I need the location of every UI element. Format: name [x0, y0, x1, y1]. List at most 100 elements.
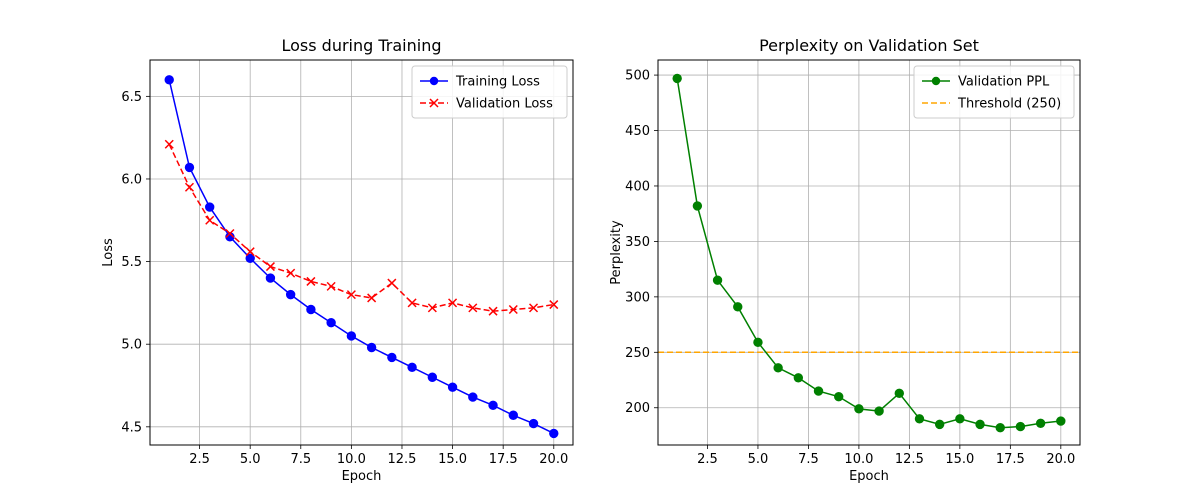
loss-chart-series-0-point — [508, 410, 518, 420]
loss-chart-frame — [149, 59, 574, 446]
loss-chart-legend-marker — [429, 76, 439, 86]
perplexity-chart-series-0-point — [1056, 416, 1066, 426]
loss-chart-legend-box — [411, 65, 568, 119]
perplexity-chart-y-tick-label: 450 — [625, 124, 650, 139]
loss-chart-x-tick-label: 20.0 — [539, 452, 568, 467]
loss-chart-series-1-point — [387, 278, 397, 288]
loss-chart-series-1-point — [346, 290, 356, 300]
loss-chart-series-1-point-stroke — [427, 303, 437, 313]
perplexity-chart-series-0-point — [712, 275, 723, 285]
perplexity-chart-legend-item: Threshold (250) — [922, 97, 1061, 112]
perplexity-chart-grid — [658, 60, 1080, 445]
loss-chart-legend-marker — [429, 98, 439, 108]
perplexity-chart-y-tick-label: 300 — [625, 290, 650, 305]
perplexity-chart-series-0-point — [692, 201, 703, 211]
perplexity-chart-x-tick-label: 7.5 — [798, 452, 819, 467]
perplexity-chart-series-0-point — [975, 419, 985, 430]
perplexity-chart-legend: Validation PPL Threshold (250) — [913, 65, 1075, 119]
loss-chart-series-1-point — [367, 293, 377, 303]
loss-chart-legend-item: Training Loss — [420, 75, 540, 90]
loss-chart-series-1-point — [488, 306, 498, 316]
perplexity-chart-x-tick-label: 20.0 — [1046, 452, 1075, 467]
loss-chart-series-1-point-stroke — [448, 298, 458, 308]
perplexity-chart-series-0-point — [672, 73, 682, 84]
perplexity-chart-legend-marker — [931, 76, 941, 86]
loss-chart-series-1-point-stroke — [407, 298, 417, 308]
loss-chart-y-tick-label: 6.5 — [121, 90, 142, 105]
perplexity-chart-y-tick-label: 350 — [625, 235, 650, 250]
loss-chart-x-tick-label: 12.5 — [388, 452, 417, 467]
loss-chart-series-1-point — [286, 268, 296, 278]
perplexity-chart-x-tick-label: 12.5 — [895, 452, 924, 467]
loss-chart-y-tick-label: 4.5 — [121, 420, 142, 435]
perplexity-chart: 2.5 5.0 7.5 10.0 12.5 15.0 17.5 20.0 200 250 300 3… — [609, 36, 1081, 484]
perplexity-chart-y-tick-label: 250 — [625, 346, 650, 361]
loss-chart-y-axis-label: Loss — [101, 238, 116, 267]
loss-chart-series-0-point — [488, 400, 498, 411]
perplexity-chart-series-0-point — [813, 386, 824, 396]
loss-chart: 2.5 5.0 7.5 10.0 12.5 15.0 17.5 20.0 4.5 5.0 5.5 6… — [101, 36, 574, 484]
loss-chart-series-1-point — [549, 300, 559, 310]
loss-chart-series-0-point — [164, 75, 174, 85]
loss-chart-series-0-point — [407, 362, 417, 373]
loss-chart-series-0-point — [205, 202, 215, 212]
loss-chart-series-1-point-stroke — [205, 215, 215, 225]
perplexity-chart-series-0-point — [793, 373, 804, 383]
loss-chart-y-tick-label: 5.5 — [121, 255, 142, 270]
loss-chart-series-0-point — [549, 428, 559, 439]
loss-chart-series-1-point — [468, 303, 478, 313]
perplexity-chart-x-tick-label: 15.0 — [945, 452, 974, 467]
loss-chart-series-1-point — [164, 139, 174, 149]
perplexity-chart-x-tick-label: 10.0 — [844, 452, 873, 467]
loss-chart-series-1-point-stroke — [326, 281, 336, 291]
perplexity-chart-y-tick-label: 200 — [625, 401, 650, 416]
loss-chart-series — [164, 75, 559, 439]
loss-chart-series-0-point — [326, 318, 336, 328]
loss-chart-series-1-point-stroke — [549, 300, 559, 310]
loss-chart-x-ticks: 2.5 5.0 7.5 10.0 12.5 15.0 17.5 20.0 — [189, 445, 568, 467]
perplexity-chart-x-tick-label: 2.5 — [697, 452, 718, 467]
loss-chart-series-1-point-stroke — [286, 268, 296, 278]
loss-chart-series-1-point — [407, 298, 417, 308]
loss-chart-x-tick-label: 5.0 — [240, 452, 261, 467]
loss-chart-series-1-point — [448, 298, 458, 308]
loss-chart-series-1-point-stroke — [306, 276, 316, 286]
loss-chart-series-1-point — [529, 303, 539, 313]
perplexity-chart-y-axis-label: Perplexity — [609, 220, 624, 285]
loss-chart-series-0-point — [184, 162, 195, 173]
loss-chart-series-1-point — [225, 228, 235, 239]
perplexity-chart-x-ticks: 2.5 5.0 7.5 10.0 12.5 15.0 17.5 20.0 — [697, 445, 1075, 467]
loss-chart-x-tick-label: 7.5 — [290, 452, 311, 467]
perplexity-chart-series-0-point — [1035, 418, 1046, 428]
perplexity-chart-series-0-point — [854, 404, 864, 414]
perplexity-chart-series-0-point — [874, 406, 884, 416]
perplexity-chart-x-axis-label: Epoch — [849, 469, 889, 484]
perplexity-chart-series-0-point — [934, 419, 945, 430]
loss-chart-series-1-point-stroke — [367, 293, 377, 303]
loss-chart-legend-label: Training Loss — [455, 75, 540, 90]
loss-chart-y-ticks: 4.5 5.0 5.5 6.0 6.5 — [121, 90, 150, 435]
loss-chart-series-1-point — [265, 262, 275, 272]
perplexity-chart-y-tick-label: 500 — [625, 69, 650, 84]
loss-chart-series-1-point — [184, 182, 194, 192]
loss-chart-legend-label: Validation Loss — [456, 97, 553, 112]
perplexity-chart-series-0-point — [753, 337, 763, 348]
perplexity-chart-series-0-point — [834, 391, 844, 402]
loss-chart-series-0-point — [346, 331, 357, 341]
perplexity-chart-title: Perplexity on Validation Set — [759, 36, 979, 55]
loss-chart-series-1-point — [205, 215, 215, 225]
perplexity-chart-legend-label: Validation PPL — [958, 75, 1050, 90]
loss-chart-series-1-point-stroke — [245, 247, 255, 257]
loss-chart-x-tick-label: 2.5 — [189, 452, 210, 467]
loss-chart-series-1-point-stroke — [164, 139, 174, 149]
perplexity-chart-series-0-point — [773, 363, 783, 373]
loss-chart-series-1-point-stroke — [346, 290, 356, 300]
loss-chart-series-0-point — [366, 342, 377, 353]
loss-chart-x-tick-label: 15.0 — [438, 452, 467, 467]
loss-chart-series-0-point — [427, 372, 438, 382]
loss-chart-series-1-point-stroke — [468, 303, 478, 313]
loss-chart-x-tick-label: 10.0 — [337, 452, 366, 467]
perplexity-chart-legend-label: Threshold (250) — [957, 97, 1061, 112]
loss-chart-series-0-point — [285, 289, 296, 300]
